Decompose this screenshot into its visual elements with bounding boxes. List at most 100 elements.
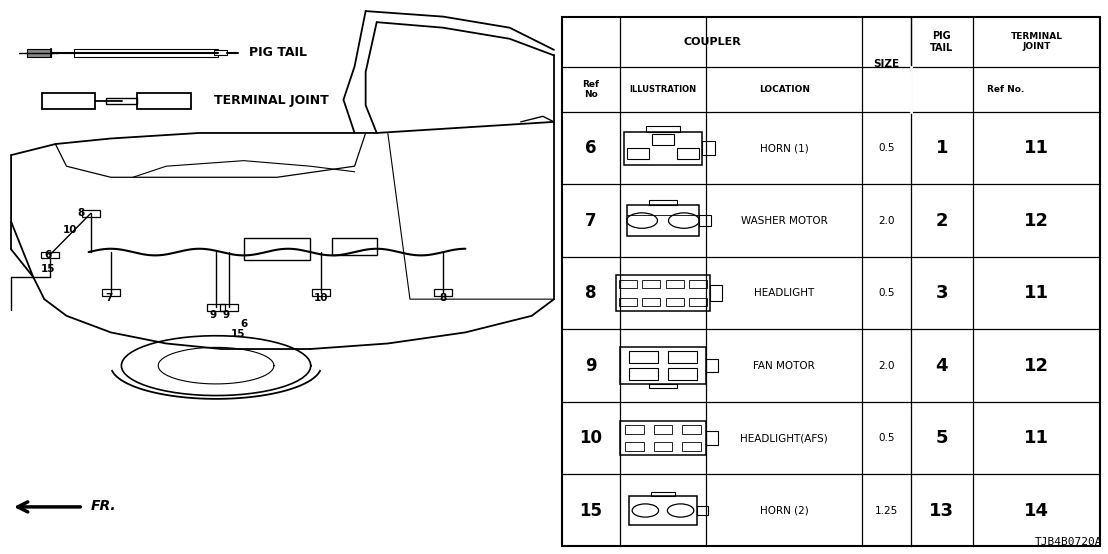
Bar [646, 126, 679, 131]
Bar [74, 49, 218, 57]
Text: 9: 9 [585, 357, 596, 375]
Bar [137, 93, 191, 109]
Bar [697, 506, 708, 515]
Bar [668, 351, 697, 363]
Bar [220, 304, 238, 311]
Bar [332, 238, 377, 255]
Bar [41, 252, 59, 258]
Text: TERMINAL
JOINT: TERMINAL JOINT [1010, 32, 1063, 52]
Text: 4: 4 [935, 357, 948, 375]
Bar [82, 210, 100, 217]
Text: TJB4B0720A: TJB4B0720A [1035, 537, 1102, 547]
Text: 3: 3 [935, 284, 948, 302]
Text: 12: 12 [1024, 357, 1049, 375]
Text: 11: 11 [1024, 139, 1049, 157]
Bar [434, 289, 452, 296]
Bar [625, 131, 701, 165]
Bar [627, 206, 699, 235]
Text: 15: 15 [230, 329, 246, 339]
Bar [643, 280, 660, 288]
Text: 5: 5 [935, 429, 948, 447]
Text: 0.5: 0.5 [879, 433, 895, 443]
Text: TERMINAL JOINT: TERMINAL JOINT [214, 94, 329, 107]
Bar [627, 148, 649, 159]
Bar [42, 93, 95, 109]
Text: Ref No.: Ref No. [987, 85, 1024, 94]
Bar [689, 280, 707, 288]
Bar [27, 49, 51, 57]
Text: FAN MOTOR: FAN MOTOR [753, 361, 815, 371]
Text: HORN (2): HORN (2) [760, 505, 809, 516]
Text: 10: 10 [579, 429, 603, 447]
Text: 2: 2 [935, 212, 948, 229]
Bar [619, 280, 637, 288]
Text: 2.0: 2.0 [879, 361, 895, 371]
Bar [619, 298, 637, 306]
Text: 9: 9 [209, 310, 216, 320]
Bar [677, 148, 699, 159]
Bar [683, 442, 701, 451]
Text: 6: 6 [44, 250, 51, 260]
Bar [628, 496, 697, 525]
Bar [643, 298, 660, 306]
Bar [668, 368, 697, 380]
Bar [654, 442, 673, 451]
Text: PIG
TAIL: PIG TAIL [931, 31, 954, 53]
Bar [562, 17, 1100, 546]
Bar [214, 50, 227, 55]
Text: 7: 7 [105, 293, 112, 303]
Bar [699, 215, 711, 226]
Text: 11: 11 [1024, 284, 1049, 302]
Text: 6: 6 [240, 319, 247, 329]
Text: 14: 14 [1024, 501, 1049, 520]
Text: 8: 8 [585, 284, 596, 302]
Text: 2.0: 2.0 [879, 216, 895, 225]
Text: COUPLER: COUPLER [684, 37, 741, 47]
Bar [652, 134, 674, 145]
Text: ILLUSTRATION: ILLUSTRATION [629, 85, 697, 94]
Text: PIG TAIL: PIG TAIL [249, 46, 307, 59]
Bar [207, 304, 225, 311]
Bar [683, 425, 701, 434]
Bar [649, 201, 677, 206]
Text: 12: 12 [1024, 212, 1049, 229]
Text: 15: 15 [579, 501, 603, 520]
Text: 10: 10 [62, 225, 78, 235]
Text: 9: 9 [223, 310, 229, 320]
Text: 8: 8 [78, 208, 84, 218]
Bar [106, 98, 137, 104]
Bar [666, 280, 684, 288]
Bar [244, 238, 310, 260]
Bar [102, 289, 120, 296]
Bar [312, 289, 330, 296]
Bar [706, 431, 718, 445]
Bar [650, 491, 675, 496]
Text: HEADLIGHT(AFS): HEADLIGHT(AFS) [740, 433, 828, 443]
Text: FR.: FR. [91, 499, 116, 513]
Bar [649, 384, 677, 388]
Bar [629, 368, 658, 380]
Text: SIZE: SIZE [873, 59, 900, 69]
Bar [616, 275, 710, 311]
Bar [625, 425, 644, 434]
Text: 0.5: 0.5 [879, 143, 895, 153]
Text: 1.25: 1.25 [875, 505, 899, 516]
Text: 8: 8 [440, 293, 447, 303]
Text: 11: 11 [1024, 429, 1049, 447]
Text: HEADLIGHT: HEADLIGHT [755, 288, 814, 298]
Bar [710, 285, 722, 301]
Text: 15: 15 [40, 264, 55, 274]
Bar [629, 351, 658, 363]
Text: 1: 1 [935, 139, 948, 157]
Text: WASHER MOTOR: WASHER MOTOR [741, 216, 828, 225]
Text: 7: 7 [585, 212, 596, 229]
Text: HORN (1): HORN (1) [760, 143, 809, 153]
Bar [706, 358, 718, 372]
Text: 6: 6 [585, 139, 596, 157]
Text: 0.5: 0.5 [879, 288, 895, 298]
Text: Ref
No: Ref No [583, 80, 599, 99]
Bar [701, 141, 716, 155]
Text: 10: 10 [314, 293, 329, 303]
Bar [620, 347, 706, 384]
Text: 13: 13 [930, 501, 954, 520]
